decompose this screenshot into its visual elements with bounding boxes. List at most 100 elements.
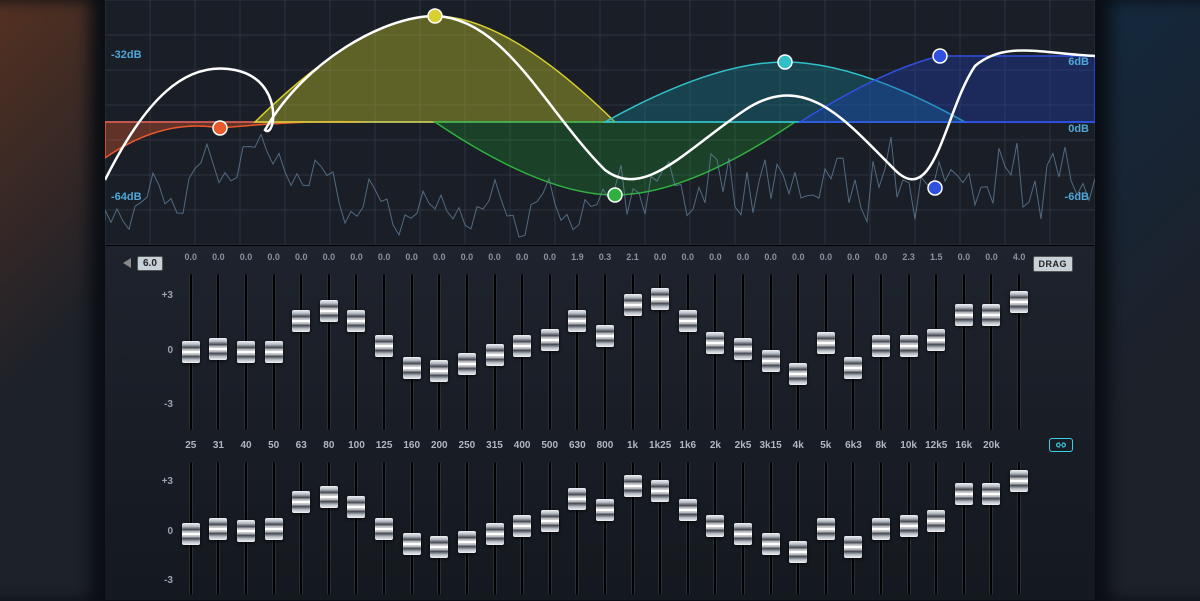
eq-band-slider[interactable]	[564, 456, 592, 601]
eq-band-slider[interactable]	[370, 268, 398, 436]
parametric-eq-panel[interactable]: -32dB6dB0dB-64dB-6dB	[105, 0, 1095, 245]
eq-band-slider[interactable]	[508, 268, 536, 436]
eq-band-slider[interactable]	[784, 456, 812, 601]
eq-band-slider[interactable]	[481, 456, 509, 601]
chevron-left-icon[interactable]	[123, 258, 131, 268]
eq-band-slider[interactable]	[757, 456, 785, 601]
slider-track	[410, 274, 414, 430]
eq-band-node[interactable]	[428, 9, 442, 23]
eq-band-slider[interactable]	[177, 268, 205, 436]
eq-band-slider[interactable]	[398, 456, 426, 601]
eq-band-slider[interactable]	[260, 268, 288, 436]
eq-band-slider[interactable]	[978, 268, 1006, 436]
frequency-label: 1k6	[674, 440, 702, 452]
frequency-label: 8k	[867, 440, 895, 452]
eq-band-slider[interactable]	[922, 268, 950, 436]
eq-band-slider[interactable]	[370, 456, 398, 601]
eq-band-slider[interactable]	[453, 268, 481, 436]
eq-band-slider[interactable]	[784, 268, 812, 436]
eq-band-slider[interactable]	[232, 456, 260, 601]
db-range-display[interactable]: 6.0	[137, 256, 163, 271]
slider-track	[879, 274, 883, 430]
eq-band-slider[interactable]	[950, 456, 978, 601]
band-value-label: 0.0	[287, 252, 315, 264]
eq-band-slider[interactable]	[564, 268, 592, 436]
band-value-label: 0.0	[536, 252, 564, 264]
eq-band-slider[interactable]	[812, 456, 840, 601]
eq-band-slider[interactable]	[867, 456, 895, 601]
band-value-label: 0.0	[784, 252, 812, 264]
slider-track	[244, 462, 248, 595]
eq-band-slider[interactable]	[812, 268, 840, 436]
eq-band-slider[interactable]	[591, 456, 619, 601]
band-value-label: 0.0	[702, 252, 730, 264]
eq-band-slider[interactable]	[315, 268, 343, 436]
eq-band-slider[interactable]	[729, 268, 757, 436]
eq-band-slider[interactable]	[453, 456, 481, 601]
eq-band-slider[interactable]	[425, 456, 453, 601]
eq-band-slider[interactable]	[287, 268, 315, 436]
band-value-label: 0.0	[950, 252, 978, 264]
eq-band-node[interactable]	[778, 55, 792, 69]
eq-band-slider[interactable]	[646, 268, 674, 436]
eq-band-slider[interactable]	[895, 456, 923, 601]
eq-band-slider[interactable]	[508, 456, 536, 601]
slider-track	[272, 462, 276, 595]
eq-band-slider[interactable]	[646, 456, 674, 601]
eq-band-slider[interactable]	[674, 268, 702, 436]
band-value-label: 0.0	[370, 252, 398, 264]
band-value-label: 0.0	[840, 252, 868, 264]
eq-band-slider[interactable]	[591, 268, 619, 436]
eq-band-slider[interactable]	[205, 268, 233, 436]
frequency-label	[1005, 440, 1033, 452]
drag-mode-button[interactable]: DRAG	[1033, 256, 1074, 272]
eq-band-slider[interactable]	[398, 268, 426, 436]
band-value-label: 0.0	[425, 252, 453, 264]
eq-band-slider[interactable]	[1005, 268, 1033, 436]
eq-band-slider[interactable]	[177, 456, 205, 601]
frequency-label: 250	[453, 440, 481, 452]
eq-band-node[interactable]	[933, 49, 947, 63]
eq-band-node[interactable]	[928, 181, 942, 195]
frequency-label: 20k	[978, 440, 1006, 452]
eq-band-slider[interactable]	[205, 456, 233, 601]
eq-band-slider[interactable]	[481, 268, 509, 436]
eq-band-node[interactable]	[213, 121, 227, 135]
eq-band-slider[interactable]	[425, 268, 453, 436]
eq-band-slider[interactable]	[343, 456, 371, 601]
frequency-label: 10k	[895, 440, 923, 452]
eq-band-slider[interactable]	[536, 268, 564, 436]
eq-band-slider[interactable]	[950, 268, 978, 436]
eq-band-slider[interactable]	[729, 456, 757, 601]
eq-band-slider[interactable]	[343, 268, 371, 436]
eq-band-slider[interactable]	[260, 456, 288, 601]
eq-band-slider[interactable]	[922, 456, 950, 601]
eq-band-slider[interactable]	[619, 268, 647, 436]
eq-band-slider[interactable]	[536, 456, 564, 601]
slider-track	[299, 274, 303, 430]
slider-track	[962, 274, 966, 430]
eq-band-slider[interactable]	[840, 456, 868, 601]
eq-band-slider[interactable]	[757, 268, 785, 436]
eq-band-node[interactable]	[608, 188, 622, 202]
slider-track	[1017, 274, 1021, 430]
frequency-label: 4k	[784, 440, 812, 452]
eq-band-slider[interactable]	[287, 456, 315, 601]
eq-band-slider[interactable]	[867, 268, 895, 436]
slider-track	[769, 274, 773, 430]
eq-band-slider[interactable]	[674, 456, 702, 601]
eq-band-slider[interactable]	[232, 268, 260, 436]
eq-band-slider[interactable]	[840, 268, 868, 436]
slider-track	[520, 462, 524, 595]
eq-band-slider[interactable]	[702, 268, 730, 436]
band-value-label: 0.0	[812, 252, 840, 264]
eq-band-slider[interactable]	[978, 456, 1006, 601]
eq-band-slider[interactable]	[1005, 456, 1033, 601]
frequency-label: 31	[205, 440, 233, 452]
frequency-label: 50	[260, 440, 288, 452]
eq-band-slider[interactable]	[895, 268, 923, 436]
link-channels-icon[interactable]	[1049, 438, 1073, 452]
eq-band-slider[interactable]	[315, 456, 343, 601]
eq-band-slider[interactable]	[702, 456, 730, 601]
eq-band-slider[interactable]	[619, 456, 647, 601]
